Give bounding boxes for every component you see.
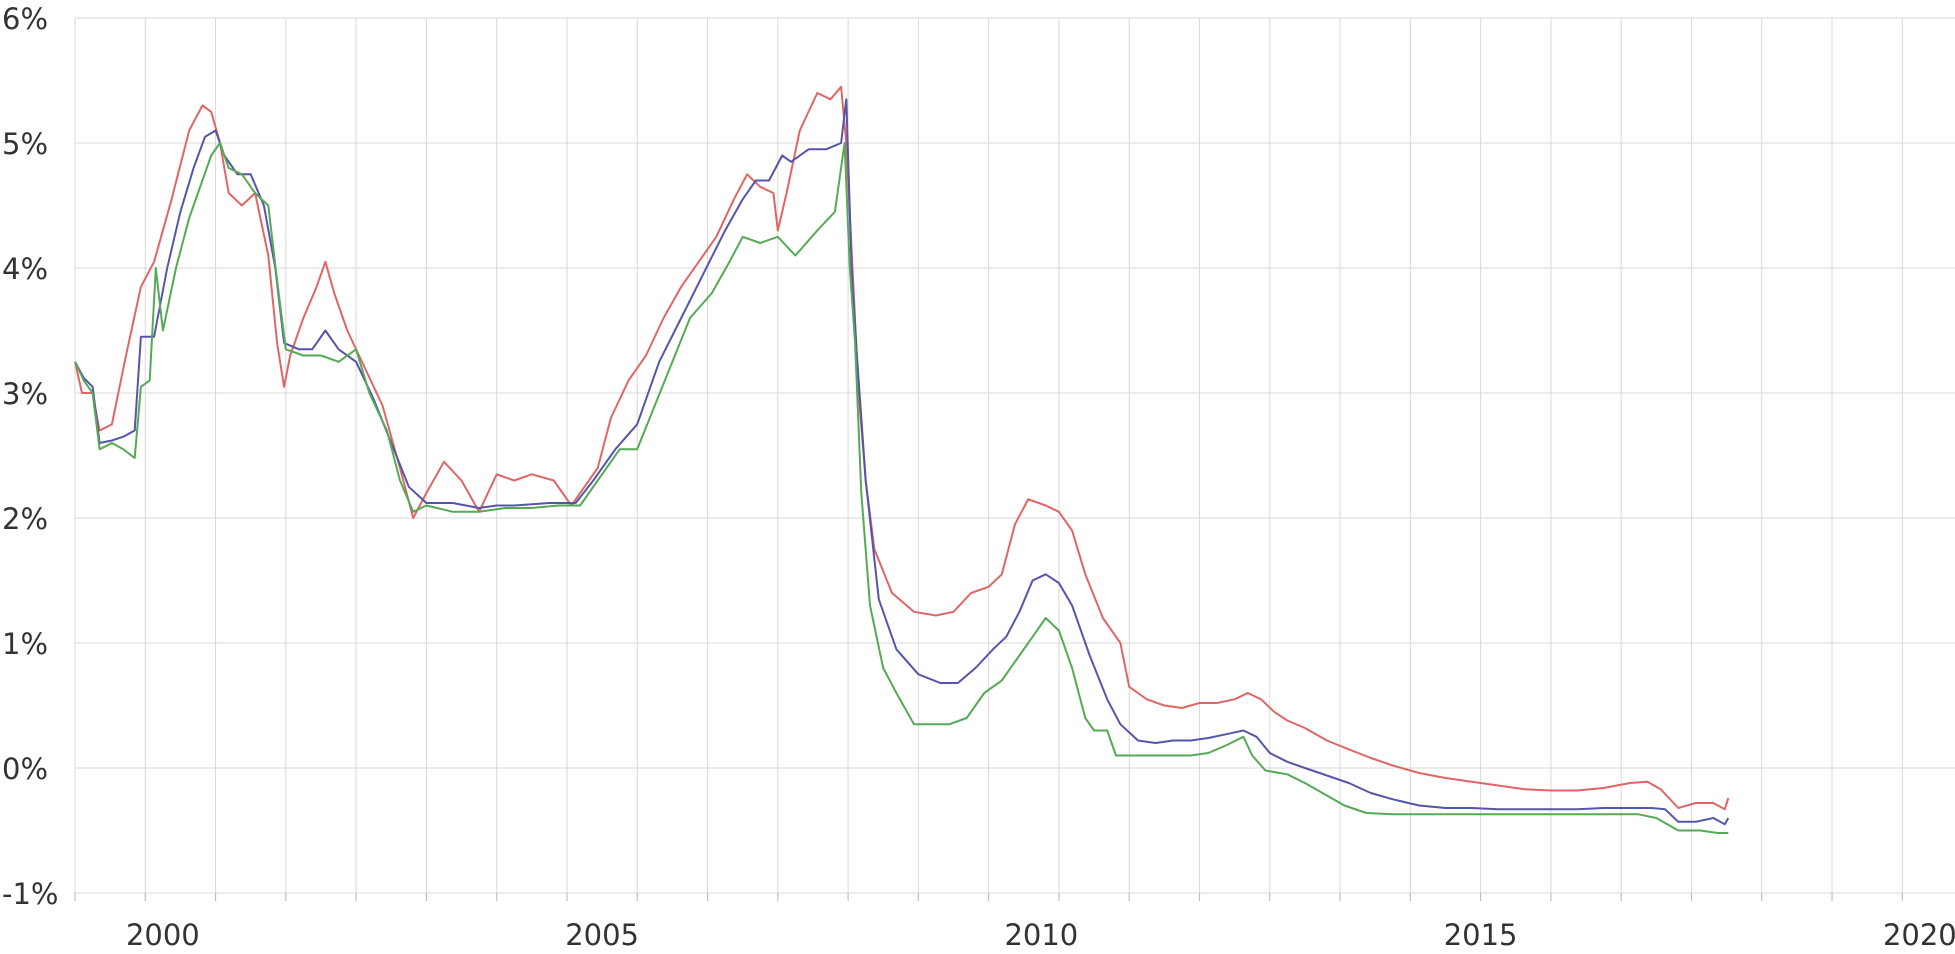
y-tick-label: 6% <box>2 2 48 36</box>
y-tick-label: 5% <box>2 127 48 161</box>
x-tick-label: 2000 <box>126 918 200 952</box>
grid <box>74 17 1955 894</box>
series-line-3 <box>74 142 1729 834</box>
y-tick-label: 3% <box>2 377 48 411</box>
series-lines <box>74 85 1730 834</box>
series-line-2 <box>74 98 1730 826</box>
axes <box>74 893 1903 901</box>
y-tick-label: 1% <box>2 627 48 661</box>
x-tick-label: 2005 <box>565 918 639 952</box>
x-tick-label: 2015 <box>1444 918 1518 952</box>
y-tick-label: 4% <box>2 252 48 286</box>
x-tick-label: 2010 <box>1004 918 1078 952</box>
y-tick-label: 0% <box>2 752 48 786</box>
y-tick-label: -1% <box>2 877 58 911</box>
y-tick-label: 2% <box>2 502 48 536</box>
series-line-1 <box>74 85 1730 811</box>
x-tick-label: 2020 <box>1883 918 1955 952</box>
